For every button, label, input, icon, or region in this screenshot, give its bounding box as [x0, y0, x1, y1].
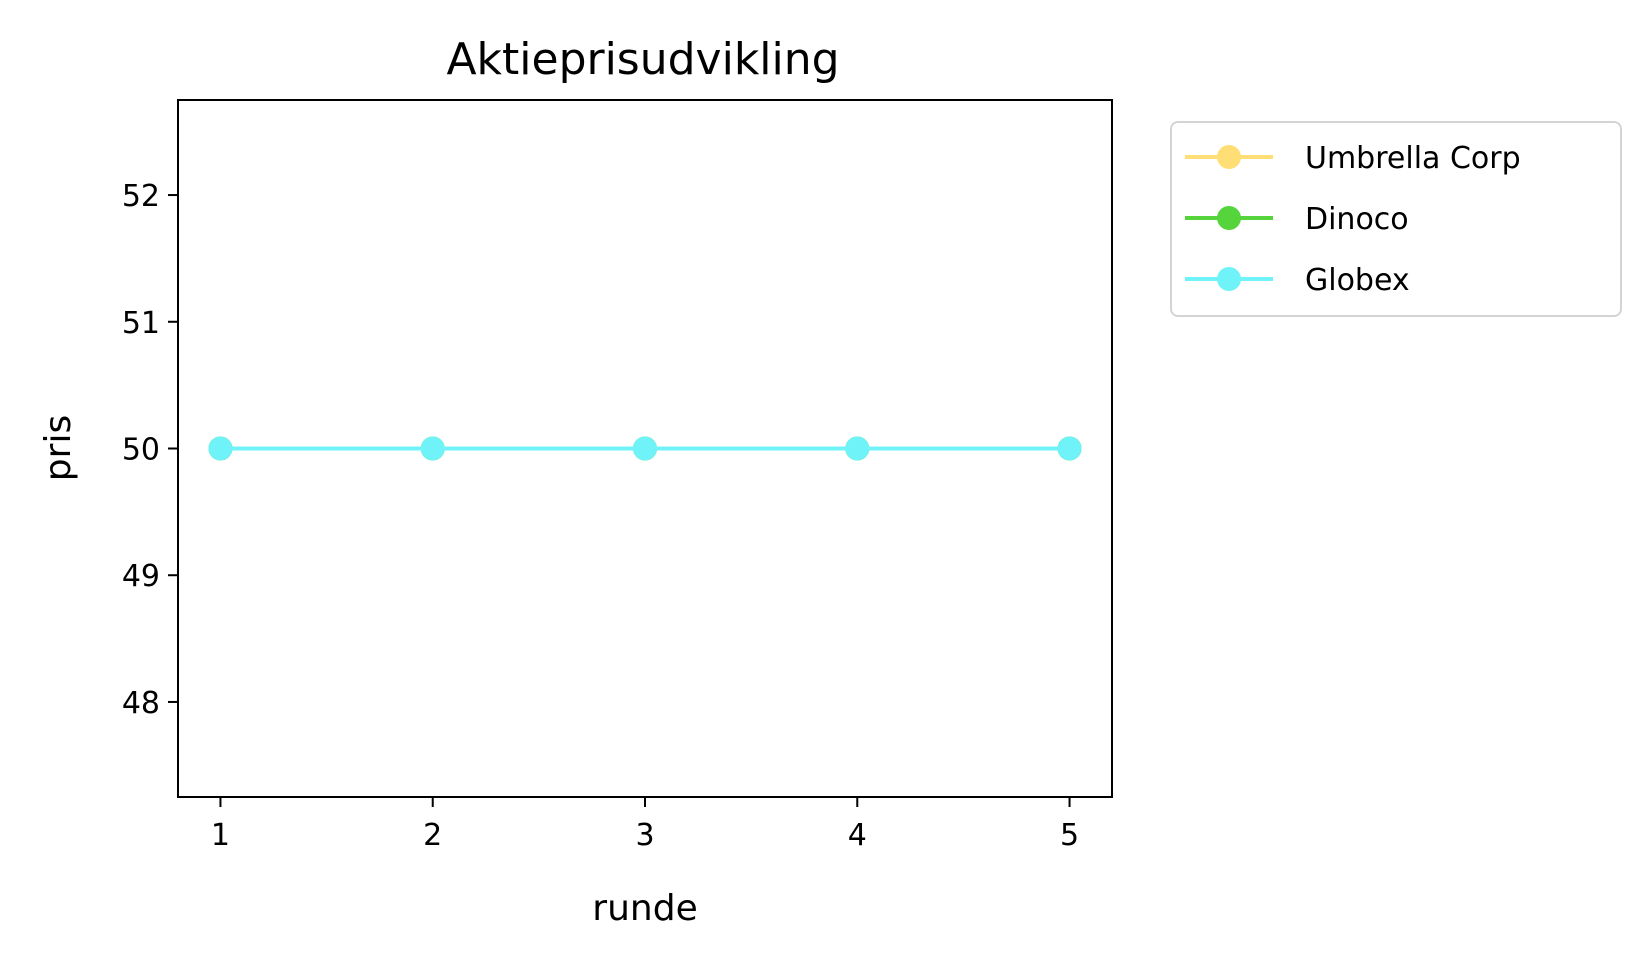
x-axis-ticks: 1 2 3 4 5 [211, 797, 1079, 853]
x-tick-label: 1 [211, 818, 230, 853]
legend-item: Dinoco [1185, 202, 1409, 237]
data-point [208, 436, 233, 461]
y-axis-ticks: 48 49 50 51 52 [122, 179, 178, 721]
legend-frame [1170, 121, 1622, 317]
legend-label: Globex [1305, 263, 1410, 298]
legend-items: Umbrella Corp Dinoco Globex [1185, 141, 1521, 298]
y-tick-label: 51 [122, 306, 160, 341]
legend-item: Globex [1185, 263, 1410, 298]
x-tick-label: 5 [1060, 818, 1079, 853]
x-tick-label: 3 [635, 818, 654, 853]
series-globex [208, 436, 1082, 461]
data-point [845, 436, 870, 461]
data-point [1057, 436, 1082, 461]
y-tick-label: 52 [122, 179, 160, 214]
legend: Umbrella Corp Dinoco Globex [1170, 121, 1622, 317]
y-axis-label: pris [38, 415, 79, 481]
legend-item: Umbrella Corp [1185, 141, 1521, 176]
y-tick-label: 50 [122, 433, 160, 468]
data-point [633, 436, 657, 461]
y-tick-label: 48 [122, 686, 160, 721]
legend-marker [1217, 145, 1241, 169]
x-axis-label: runde [592, 888, 697, 929]
data-point [420, 436, 445, 461]
legend-label: Dinoco [1305, 202, 1409, 237]
legend-marker [1217, 267, 1241, 291]
legend-label: Umbrella Corp [1305, 141, 1521, 176]
y-tick-label: 49 [122, 559, 160, 594]
plot-series [208, 436, 1082, 461]
legend-marker [1217, 206, 1241, 230]
x-tick-label: 2 [423, 818, 442, 853]
chart-title: Aktieprisudvikling [446, 34, 839, 85]
x-tick-label: 4 [848, 818, 867, 853]
